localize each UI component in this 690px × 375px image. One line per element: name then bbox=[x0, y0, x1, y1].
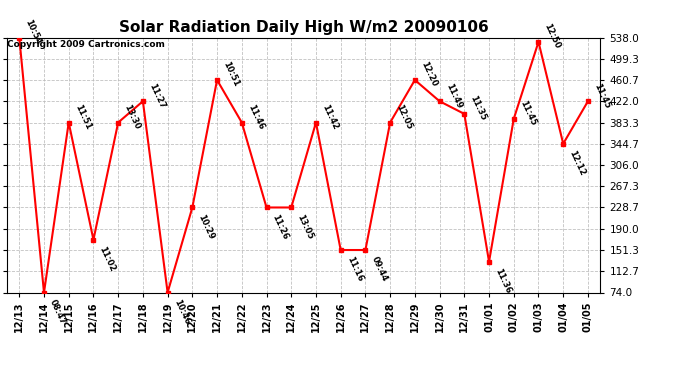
Text: 11:49: 11:49 bbox=[444, 82, 463, 110]
Text: 12:50: 12:50 bbox=[542, 22, 562, 50]
Text: 10:54: 10:54 bbox=[23, 18, 43, 46]
Text: 09:44: 09:44 bbox=[370, 255, 389, 284]
Text: 11:16: 11:16 bbox=[345, 255, 364, 284]
Text: 11:02: 11:02 bbox=[97, 245, 117, 273]
Text: 11:36: 11:36 bbox=[493, 267, 513, 295]
Text: 11:26: 11:26 bbox=[270, 213, 290, 241]
Title: Solar Radiation Daily High W/m2 20090106: Solar Radiation Daily High W/m2 20090106 bbox=[119, 20, 489, 35]
Text: 11:35: 11:35 bbox=[469, 94, 488, 122]
Text: Copyright 2009 Cartronics.com: Copyright 2009 Cartronics.com bbox=[8, 40, 166, 49]
Text: 11:45: 11:45 bbox=[592, 82, 611, 110]
Text: 12:12: 12:12 bbox=[567, 149, 587, 177]
Text: 10:51: 10:51 bbox=[221, 60, 241, 88]
Text: 11:46: 11:46 bbox=[246, 103, 266, 131]
Text: 10:46: 10:46 bbox=[172, 298, 191, 326]
Text: 13:30: 13:30 bbox=[122, 103, 141, 131]
Text: 11:45: 11:45 bbox=[518, 99, 538, 128]
Text: 13:05: 13:05 bbox=[295, 213, 315, 241]
Text: 08:47: 08:47 bbox=[48, 298, 68, 326]
Text: 10:29: 10:29 bbox=[197, 213, 216, 241]
Text: 11:27: 11:27 bbox=[147, 82, 166, 110]
Text: 12:05: 12:05 bbox=[394, 103, 414, 131]
Text: 12:20: 12:20 bbox=[419, 60, 438, 88]
Text: 11:51: 11:51 bbox=[73, 103, 92, 131]
Text: 11:42: 11:42 bbox=[320, 103, 339, 131]
